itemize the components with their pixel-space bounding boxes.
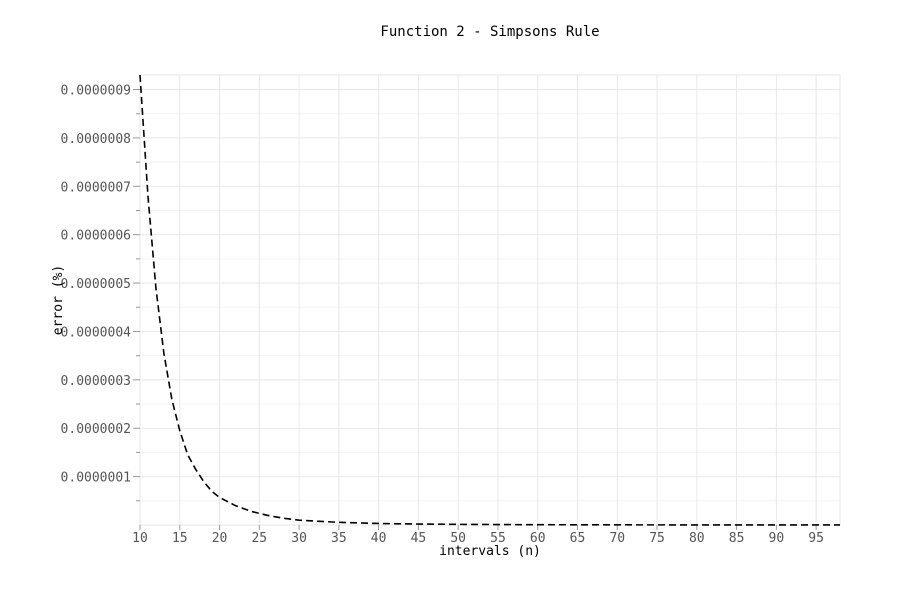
x-tick-label: 95: [808, 531, 824, 546]
y-tick-label: 0.0000004: [61, 325, 132, 340]
chart-title: Function 2 - Simpsons Rule: [380, 24, 599, 40]
series-line: [139, 74, 841, 526]
y-tick-label: 0.0000008: [61, 132, 131, 147]
y-tick-label: 0.0000003: [61, 374, 131, 389]
x-tick-label: 70: [609, 531, 625, 546]
series-group: [139, 74, 841, 526]
y-tick-label: 0.0000002: [61, 422, 131, 437]
x-tick-label: 15: [172, 531, 188, 546]
x-tick-label: 35: [331, 531, 347, 546]
y-tick-label: 0.0000006: [61, 229, 131, 244]
x-tick-label: 75: [649, 531, 665, 546]
x-tick-label: 65: [570, 531, 586, 546]
x-tick-label: 55: [490, 531, 506, 546]
x-axis: 10 15 20 25 30 35 40 45 50 55 60 65 70 75 80 85 90 95: [132, 525, 824, 546]
y-tick-label: 0.0000005: [61, 277, 131, 292]
x-tick-label: 20: [212, 531, 228, 546]
x-tick-label: 25: [251, 531, 267, 546]
x-tick-label: 90: [769, 531, 785, 546]
x-tick-label: 50: [450, 531, 466, 546]
x-tick-label: 85: [729, 531, 745, 546]
grid: [139, 75, 840, 525]
x-tick-label: 60: [530, 531, 546, 546]
x-tick-label: 10: [132, 531, 148, 546]
x-tick-label: 40: [371, 531, 387, 546]
y-axis: 0.0000001 0.0000002 0.0000003 0.0000004 0.00…: [61, 84, 140, 502]
x-tick-label: 80: [689, 531, 705, 546]
x-tick-label: 45: [411, 531, 427, 546]
x-tick-label: 30: [291, 531, 307, 546]
y-tick-label: 0.0000001: [61, 471, 131, 486]
y-axis-label: error (%): [51, 265, 66, 335]
x-axis-label: intervals (n): [439, 544, 541, 559]
y-tick-label: 0.0000007: [61, 180, 131, 195]
plot-frame: [139, 74, 841, 526]
y-tick-label: 0.0000009: [61, 84, 131, 99]
